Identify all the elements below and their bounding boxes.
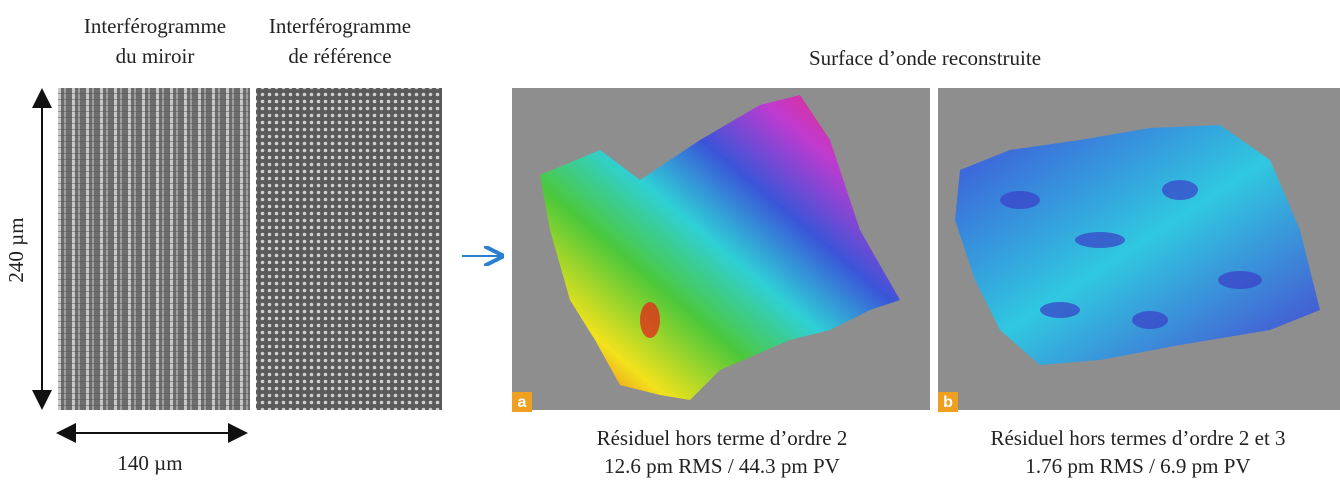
width-label: 140 µm [117,451,182,475]
panel-tag: b [943,394,953,411]
caption: Résiduel hors termes d’ordre 2 et 3 [990,426,1285,450]
figure: Interférogramme du miroir Interférogramm… [0,0,1340,484]
reference-title: de référence [288,44,391,68]
mirror-title: du miroir [116,44,195,68]
reference-title: Interférogramme [269,14,411,38]
caption: Résiduel hors terme d’ordre 2 [597,426,848,450]
surface-detail [640,302,660,338]
panel-tag: a [518,394,527,411]
caption: 12.6 pm RMS / 44.3 pm PV [604,454,840,478]
mirror-interferogram [58,88,250,410]
mirror-title: Interférogramme [84,14,226,38]
caption: 1.76 pm RMS / 6.9 pm PV [1025,454,1250,478]
height-label: 240 µm [4,217,28,282]
surface-b [955,125,1320,365]
surface-title: Surface d’onde reconstruite [809,46,1041,70]
reference-interferogram [256,88,442,410]
